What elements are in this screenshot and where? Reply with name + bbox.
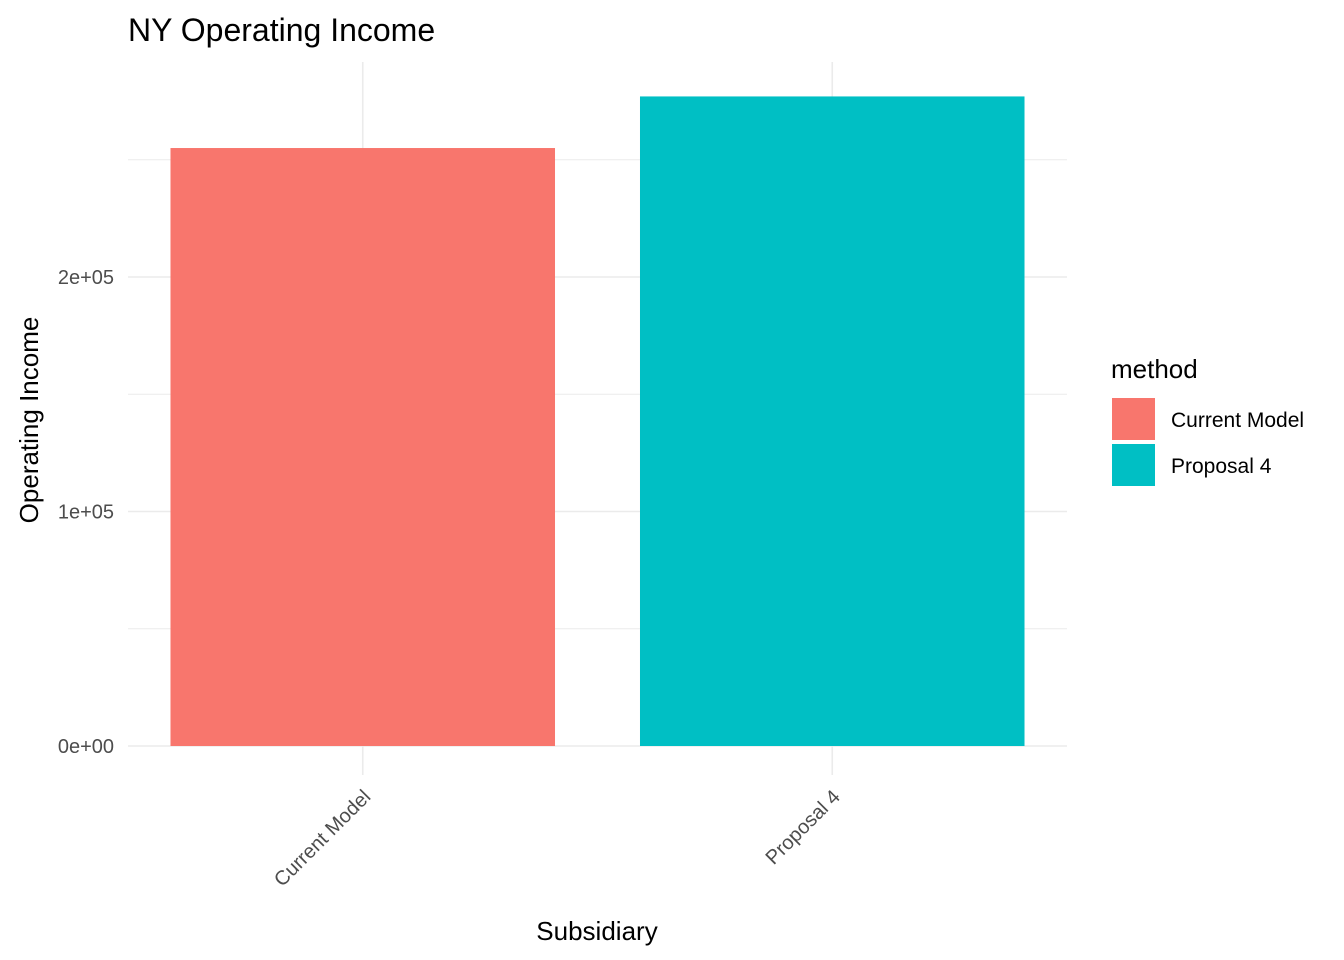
x-axis-title: Subsidiary — [536, 916, 657, 946]
y-tick-label: 1e+05 — [58, 502, 114, 524]
legend-swatch — [1112, 398, 1155, 440]
legend: method Current Model Proposal 4 — [1111, 354, 1304, 486]
x-tick-label: Current Model — [270, 786, 375, 891]
legend-swatch — [1112, 444, 1155, 486]
x-axis-ticks: Current Model Proposal 4 — [270, 786, 845, 891]
x-tick-label: Proposal 4 — [762, 786, 845, 869]
bar-proposal-4 — [639, 96, 1025, 746]
legend-title: method — [1111, 354, 1198, 384]
legend-label: Current Model — [1171, 409, 1304, 432]
bar-current-model — [170, 148, 556, 746]
y-tick-label: 0e+00 — [58, 736, 114, 758]
y-axis-title: Operating Income — [14, 317, 44, 524]
y-tick-label: 2e+05 — [58, 267, 114, 289]
legend-label: Proposal 4 — [1171, 455, 1272, 478]
y-axis-ticks: 0e+00 1e+05 2e+05 — [58, 267, 114, 758]
bars — [170, 96, 1025, 746]
chart-title: NY Operating Income — [128, 12, 435, 48]
